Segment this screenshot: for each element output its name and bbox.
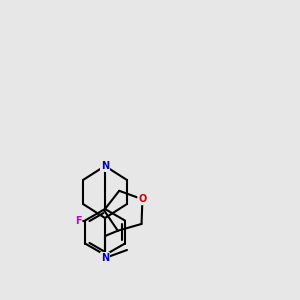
Text: N: N	[101, 161, 109, 171]
Text: O: O	[138, 194, 146, 204]
Text: F: F	[75, 215, 81, 226]
Text: N: N	[101, 253, 109, 263]
